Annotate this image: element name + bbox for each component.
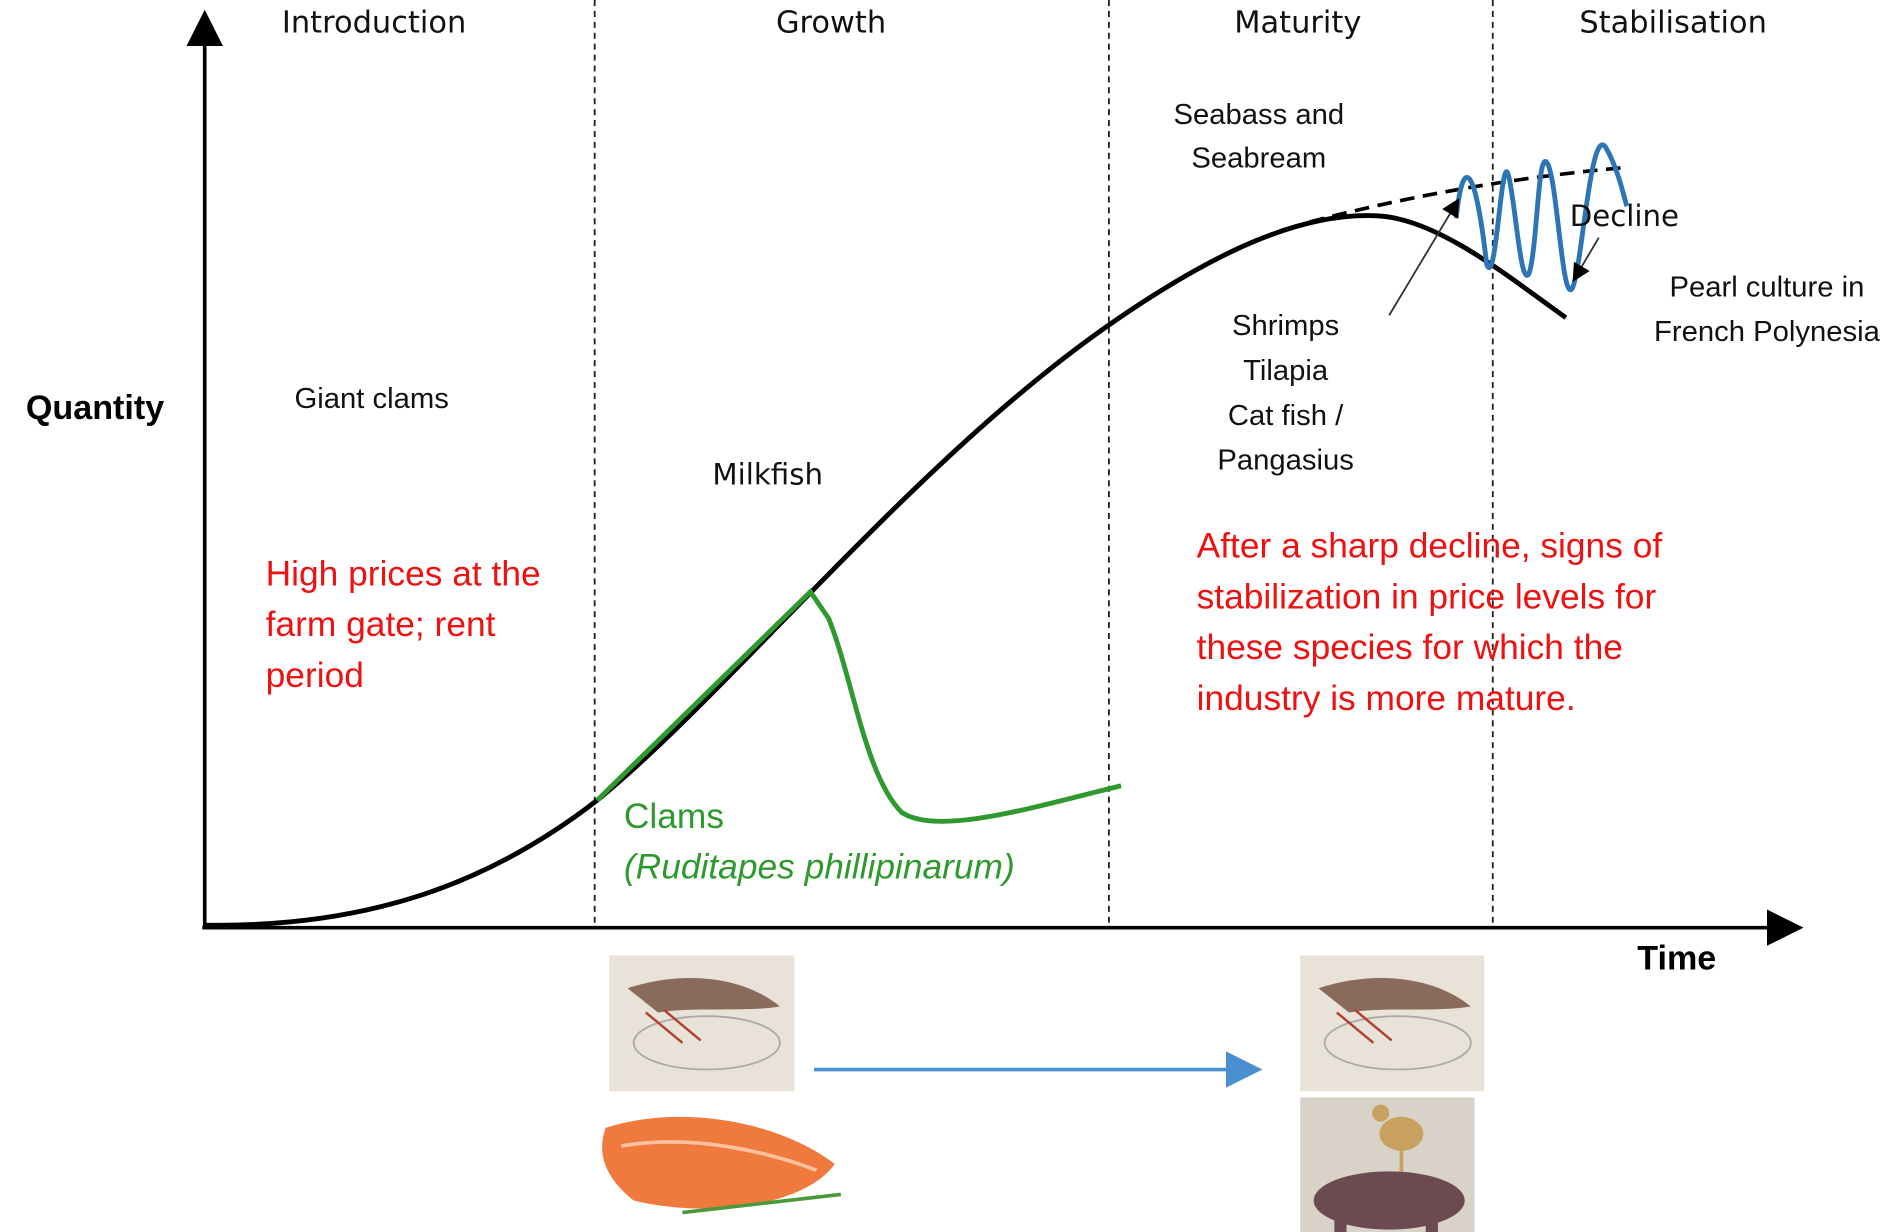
species-label: Seabream	[1191, 143, 1326, 175]
species-label: Tilapia	[1243, 355, 1329, 387]
decline-label: Decline	[1570, 199, 1679, 233]
pointer-arrow	[1572, 237, 1600, 283]
pearl-wave	[1453, 142, 1630, 293]
salmon-image	[602, 1116, 842, 1215]
note: High prices at the	[266, 554, 541, 593]
phase-dividers	[593, 0, 1494, 928]
clams-curve	[595, 587, 1122, 824]
species-label: (Ruditapes phillipinarum)	[624, 848, 1015, 887]
x-axis-label: Time	[1637, 939, 1716, 977]
shrimp-image	[1300, 955, 1485, 1092]
pointer-arrow	[1388, 198, 1460, 316]
note: these species for which the	[1197, 628, 1623, 667]
note: farm gate; rent	[266, 605, 496, 644]
phase-label: Introduction	[282, 6, 466, 41]
species-label: Shrimps	[1232, 310, 1339, 342]
note: stabilization in price levels for	[1197, 577, 1657, 616]
species-label: Seabass and	[1173, 99, 1344, 131]
species-label: Milkfish	[712, 458, 823, 492]
y-axis-label: Quantity	[26, 389, 164, 427]
livestock-image	[1300, 1097, 1475, 1232]
phase-label: Maturity	[1234, 6, 1361, 41]
dashed-trend	[1309, 165, 1627, 224]
phase-label: Stabilisation	[1579, 6, 1766, 41]
note: After a sharp decline, signs of	[1197, 526, 1663, 565]
lifecycle-curve	[204, 213, 1568, 928]
species-label: Pearl culture in	[1669, 271, 1864, 303]
species-label: Pangasius	[1217, 445, 1354, 477]
species-label: Cat fish /	[1228, 400, 1344, 432]
species-label: French Polynesia	[1654, 316, 1881, 348]
species-label: Giant clams	[295, 383, 449, 415]
species-label: Clams	[624, 797, 724, 836]
phase-label: Growth	[776, 6, 886, 41]
shrimp-image	[609, 955, 795, 1092]
note: period	[266, 656, 364, 695]
note: industry is more mature.	[1197, 679, 1576, 718]
